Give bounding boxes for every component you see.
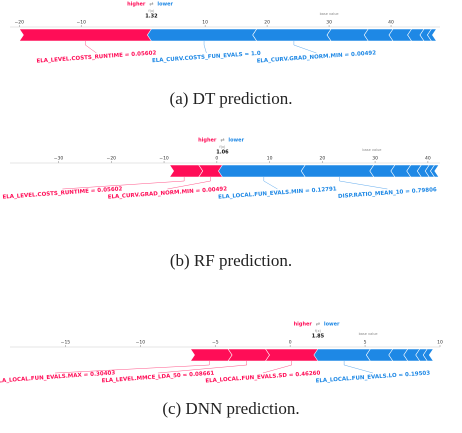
arrow-icon: ⇄: [220, 138, 224, 144]
label-connector: [339, 177, 388, 190]
feature-label: ELA_CURV.GRAD_NORM.MIN = 0.00492: [257, 50, 377, 64]
x-tick-label: 40: [425, 156, 431, 162]
fx-label: f(x): [315, 329, 322, 333]
label-connector: [343, 361, 373, 374]
x-tick-label: 20: [319, 156, 325, 162]
higher-label: higher: [294, 322, 313, 328]
force-segment: [422, 348, 434, 362]
x-tick-label: 10: [437, 340, 443, 346]
fx-value: 1.85: [312, 334, 325, 340]
force-segment: [326, 28, 369, 42]
x-tick-label: 0: [289, 340, 292, 346]
x-tick-label: −10: [136, 340, 146, 346]
fx-value: 1.32: [145, 14, 158, 20]
higher-label: higher: [127, 2, 146, 8]
label-connector: [263, 177, 278, 190]
force-segment: [313, 348, 371, 362]
force-segment: [264, 348, 323, 362]
feature-label: ELA_LOCAL.FUN_EVALS.MIN = 0.12791: [218, 186, 337, 200]
feature-label: DISP.RATIO_MEAN_10 = 0.79806: [338, 187, 437, 200]
x-tick-label: −20: [15, 20, 25, 26]
fx-label: f(x): [148, 9, 155, 13]
feature-label: ELA_LOCAL.FUN_EVALS.LO = 0.19503: [316, 370, 431, 384]
x-tick-label: 10: [202, 20, 208, 26]
feature-label: ELA_LEVEL.COSTS_RUNTIME = 0.05602: [2, 186, 122, 200]
caption: (c) DNN prediction.: [162, 399, 299, 418]
arrow-icon: ⇄: [149, 2, 153, 8]
base-label: base value: [362, 148, 381, 152]
arrow-icon: ⇄: [316, 322, 320, 328]
x-tick-label: 30: [372, 156, 378, 162]
label-connector: [167, 177, 211, 190]
x-tick-label: 40: [388, 20, 394, 26]
fx-label: f(x): [219, 145, 226, 149]
force-segment: [18, 28, 156, 42]
x-tick-label: −10: [77, 20, 87, 26]
base-label: base value: [359, 332, 378, 336]
x-tick-label: −15: [61, 340, 71, 346]
label-connector: [203, 41, 207, 54]
feature-label: ELA_LOCAL.FUN_EVALS.MAX = 0.30403: [0, 370, 116, 384]
feature-label: ELA_CURV.GRAD_NORM.MIN = 0.00492: [108, 186, 228, 200]
label-connector: [293, 41, 317, 54]
force-segment: [300, 164, 375, 178]
x-tick-label: 10: [267, 156, 273, 162]
lower-label: lower: [157, 2, 173, 8]
caption: (b) RF prediction.: [170, 251, 292, 270]
x-tick-label: 5: [364, 340, 367, 346]
force-segment: [427, 28, 437, 42]
base-label: base value: [320, 12, 339, 16]
x-tick-label: −30: [54, 156, 64, 162]
x-tick-label: −10: [159, 156, 169, 162]
higher-label: higher: [198, 138, 217, 144]
label-connector: [62, 177, 185, 190]
label-connector: [54, 361, 210, 374]
caption: (a) DT prediction.: [170, 89, 293, 108]
x-tick-label: 0: [215, 156, 218, 162]
feature-label: ELA_LOCAL.FUN_EVALS.SD = 0.46260: [205, 370, 320, 384]
force-segment: [147, 28, 258, 42]
x-tick-label: −20: [107, 156, 117, 162]
force-segment: [252, 28, 332, 42]
x-tick-label: 20: [264, 20, 270, 26]
x-tick-label: −5: [212, 340, 219, 346]
feature-label: ELA_LEVEL.MMCE_LDA_50 = 0.08661: [101, 371, 214, 385]
feature-label: ELA_LEVEL.COSTS_RUNTIME = 0.05602: [36, 50, 156, 64]
force-segment: [430, 164, 440, 178]
force-segment: [169, 164, 204, 178]
label-connector: [85, 41, 97, 54]
label-connector: [262, 361, 292, 374]
label-connector: [157, 361, 247, 374]
force-segment: [218, 164, 306, 178]
lower-label: lower: [228, 138, 244, 144]
fx-value: 1.06: [216, 150, 229, 156]
x-tick-label: 30: [326, 20, 332, 26]
force-segment: [227, 348, 270, 362]
lower-label: lower: [324, 322, 340, 328]
force-segment: [189, 348, 233, 362]
